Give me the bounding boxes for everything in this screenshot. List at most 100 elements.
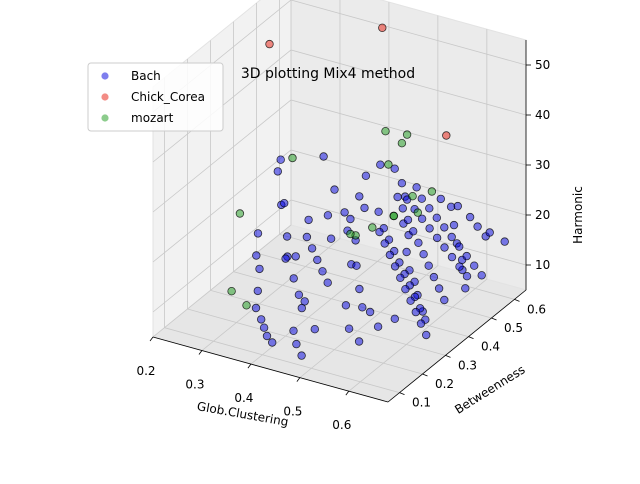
- data-point: [289, 274, 298, 283]
- data-point: [477, 271, 486, 280]
- data-point: [401, 285, 410, 294]
- data-point: [429, 272, 439, 282]
- data-point: [282, 232, 292, 241]
- data-point: [242, 301, 251, 310]
- data-point: [346, 229, 355, 239]
- data-point: [440, 243, 449, 252]
- data-point: [455, 262, 464, 271]
- data-point: [344, 324, 354, 333]
- x-tick-label: 0.4: [234, 391, 253, 405]
- data-point: [259, 323, 269, 332]
- data-point: [385, 250, 395, 260]
- data-point: [307, 244, 317, 253]
- y-tick-label: 0.2: [435, 377, 454, 391]
- data-point: [417, 214, 427, 223]
- legend-marker-chick-corea: [101, 93, 109, 101]
- data-point: [302, 232, 312, 242]
- data-point: [262, 331, 272, 341]
- data-point: [381, 126, 390, 136]
- y-tick-mark: [514, 298, 520, 302]
- data-point: [251, 303, 261, 313]
- data-point: [252, 251, 261, 260]
- data-point: [408, 191, 417, 201]
- y-tick-mark: [422, 373, 428, 377]
- data-point: [235, 209, 245, 218]
- y-tick-mark: [468, 336, 474, 340]
- y-tick-label: 0.6: [527, 302, 546, 316]
- data-point: [417, 194, 426, 203]
- data-point: [384, 160, 393, 169]
- data-point: [310, 325, 319, 334]
- y-tick-label: 0.5: [504, 321, 523, 335]
- data-point: [473, 222, 482, 231]
- data-point: [378, 23, 387, 32]
- data-point: [354, 337, 364, 346]
- data-point: [485, 228, 494, 237]
- data-point: [276, 155, 285, 164]
- data-point: [375, 227, 384, 237]
- data-point: [461, 284, 470, 293]
- data-point: [281, 254, 290, 263]
- data-point: [318, 267, 327, 276]
- legend-label-mozart: mozart: [131, 111, 174, 125]
- data-point: [227, 287, 236, 296]
- data-point: [432, 213, 441, 222]
- data-point: [330, 185, 339, 194]
- series-mozart: [227, 126, 437, 310]
- data-point: [294, 290, 304, 299]
- legend-marker-bach: [101, 72, 109, 80]
- data-point: [341, 301, 351, 310]
- data-point: [453, 201, 462, 211]
- data-point: [365, 307, 375, 317]
- x-tick-mark: [345, 390, 350, 396]
- data-point: [409, 227, 418, 236]
- grid-line-x: [299, 15, 439, 378]
- data-point: [397, 178, 407, 188]
- data-point: [255, 264, 264, 274]
- data-point: [390, 262, 400, 271]
- data-point: [373, 322, 383, 331]
- series-bach: [251, 152, 509, 360]
- legend-marker-mozart: [101, 114, 109, 122]
- data-point: [434, 284, 444, 293]
- grid-line-z: [152, 199, 527, 313]
- data-point: [424, 261, 433, 270]
- legend-entry-bach: Bach: [101, 69, 161, 83]
- data-point: [470, 261, 479, 270]
- y-tick-mark: [491, 317, 497, 321]
- legend: Bach Chick_Corea mozart: [87, 62, 224, 132]
- data-point: [273, 167, 282, 176]
- legend-frame: [87, 62, 224, 132]
- data-point: [440, 295, 449, 305]
- x-tick-mark: [296, 377, 301, 382]
- data-point: [465, 212, 475, 222]
- data-point: [360, 203, 369, 213]
- grid-line-y: [233, 21, 469, 338]
- grid-line-y: [164, 77, 400, 394]
- data-point: [291, 252, 300, 261]
- data-point: [427, 187, 437, 196]
- grid-line-x: [348, 29, 488, 392]
- data-point: [297, 351, 306, 360]
- data-point: [398, 204, 407, 213]
- data-point: [280, 198, 289, 208]
- data-point: [449, 220, 459, 230]
- data-point: [402, 130, 412, 139]
- data-point: [253, 286, 262, 296]
- data-points: [227, 23, 509, 360]
- data-point: [355, 284, 364, 294]
- grid-line-y: [187, 59, 423, 375]
- data-point: [323, 278, 332, 287]
- x-tick-mark: [149, 336, 154, 342]
- z-tick-label: 40: [535, 108, 550, 122]
- grid-line-z: [152, 149, 527, 263]
- data-point: [380, 239, 389, 248]
- data-point: [376, 160, 385, 169]
- grid-line-z: [152, 99, 527, 213]
- data-point: [346, 214, 355, 224]
- chart-title: 3D plotting Mix4 method: [241, 66, 415, 82]
- data-point: [436, 194, 445, 204]
- legend-label-chick-corea: Chick_Corea: [131, 90, 205, 104]
- data-point: [390, 164, 399, 173]
